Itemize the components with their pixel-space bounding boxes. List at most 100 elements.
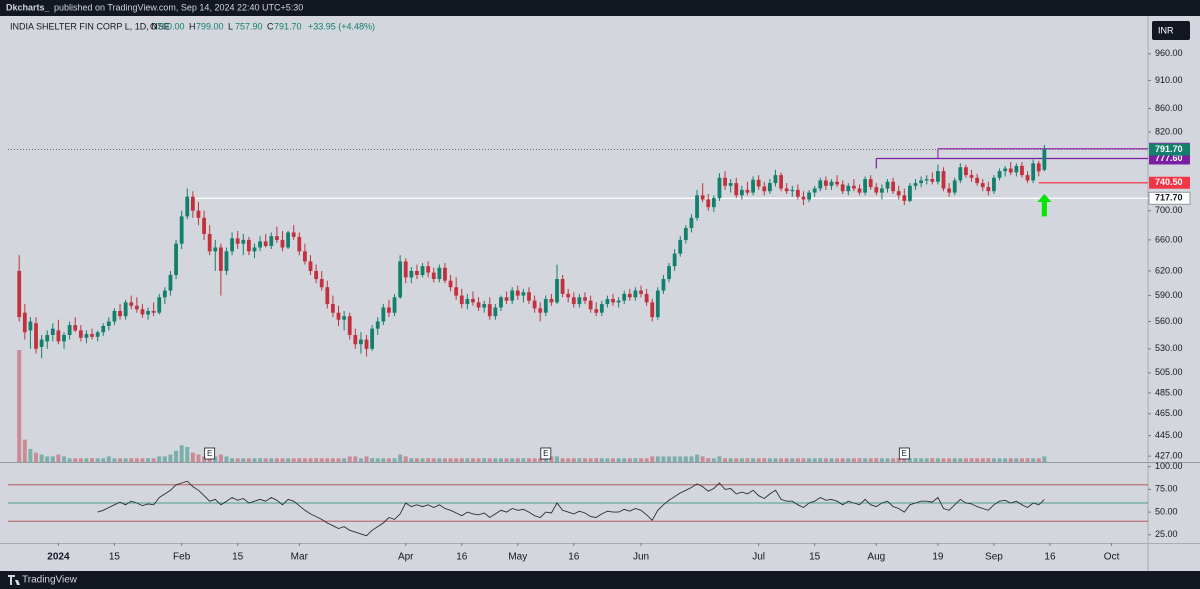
rsi-line: [97, 480, 1045, 537]
x-tick-label: 16: [1044, 552, 1056, 563]
candle-body: [801, 196, 806, 200]
brand-logo: [8, 575, 20, 585]
volume-bar: [857, 458, 862, 462]
candle-body: [364, 339, 369, 349]
candle-body: [1003, 168, 1008, 172]
candle-body: [190, 196, 195, 211]
candle-body: [661, 279, 666, 291]
x-tick-label: Aug: [867, 552, 885, 563]
volume-bar: [616, 458, 621, 462]
volume-bar: [353, 456, 358, 462]
candle-body: [678, 239, 683, 254]
candle-body: [476, 302, 481, 308]
candle-body: [28, 321, 33, 331]
volume-bar: [863, 458, 868, 462]
publisher: Dkcharts_: [6, 2, 51, 12]
candle-body: [672, 253, 677, 267]
volume-bar: [398, 454, 403, 462]
candle-body: [947, 188, 952, 193]
x-tick-label: Sep: [985, 552, 1003, 563]
volume-bar: [795, 458, 800, 462]
level-label: 717.70: [1155, 193, 1183, 203]
candle-body: [846, 185, 851, 192]
candle-body: [538, 308, 543, 313]
candle-body: [700, 195, 705, 200]
volume-bar: [639, 458, 644, 462]
candle-body: [22, 312, 27, 333]
candle-body: [359, 339, 363, 345]
candle-body: [874, 187, 879, 193]
volume-bar: [375, 458, 380, 462]
level-label: 777.60: [1155, 153, 1183, 163]
candle-body: [162, 290, 167, 298]
candle-body: [969, 175, 974, 178]
candle-body: [151, 310, 156, 313]
candle-body: [919, 180, 924, 184]
volume-bar: [711, 458, 716, 462]
volume-bar: [241, 458, 246, 462]
volume-bar: [409, 458, 414, 462]
volume-bar: [879, 458, 884, 462]
volume-bar: [291, 458, 296, 462]
candle-body: [650, 302, 655, 318]
candle-body: [627, 293, 632, 298]
volume-bar: [364, 456, 369, 462]
bottom-bar: [0, 571, 1200, 589]
volume-bar: [958, 458, 963, 462]
event-label: E: [543, 449, 548, 458]
event-box: [540, 447, 552, 460]
candle-body: [465, 298, 470, 305]
candle-body: [487, 304, 492, 317]
volume-bar: [891, 458, 896, 462]
volume-bar: [689, 456, 694, 462]
volume-bar: [185, 447, 190, 462]
legend-key: C: [267, 21, 274, 31]
candle-body: [303, 251, 307, 262]
candle-body: [683, 228, 688, 240]
candle-body: [829, 181, 834, 186]
candle-body: [84, 334, 89, 338]
y-tick-label: 700.00: [1155, 205, 1183, 215]
volume-bar: [997, 458, 1002, 462]
candle-body: [599, 304, 604, 313]
candle-body: [924, 179, 929, 181]
volume-bar: [286, 458, 291, 462]
volume-bar: [482, 458, 487, 462]
x-tick-label: May: [508, 552, 527, 563]
volume-bar: [392, 458, 397, 462]
event-box: [898, 447, 910, 460]
candle-body: [644, 293, 649, 303]
candle-body: [611, 298, 615, 303]
volume-bar: [442, 458, 447, 462]
volume-bar: [723, 458, 728, 462]
candle-body: [515, 290, 520, 296]
candle-body: [375, 321, 380, 329]
volume-bar: [622, 458, 627, 462]
candle-body: [1008, 168, 1013, 173]
currency[interactable]: INR: [1158, 25, 1174, 35]
candle-body: [997, 171, 1002, 178]
volume-bar: [919, 458, 924, 462]
volume-bar: [773, 458, 778, 462]
x-tick-label: Oct: [1104, 552, 1120, 563]
x-tick-label: 16: [456, 552, 468, 563]
volume-bar: [280, 458, 285, 462]
volume-bar: [134, 458, 139, 462]
candle-body: [168, 274, 173, 291]
volume-bar: [297, 458, 302, 462]
y-tick-label: 505.00: [1155, 367, 1183, 377]
currency-button[interactable]: [1152, 21, 1190, 40]
candle-body: [1025, 175, 1030, 181]
y-tick-label: 530.00: [1155, 343, 1183, 353]
candle-body: [543, 298, 548, 313]
candle-body: [594, 309, 599, 313]
volume-bar: [896, 458, 901, 462]
volume-bar: [515, 458, 520, 462]
volume-bar: [476, 458, 481, 462]
volume-bar: [683, 456, 688, 462]
volume-bar: [426, 458, 431, 462]
candle-body: [56, 330, 61, 342]
volume-bar: [700, 456, 705, 462]
x-tick-label: 2024: [47, 552, 70, 563]
volume-bar: [868, 458, 873, 462]
